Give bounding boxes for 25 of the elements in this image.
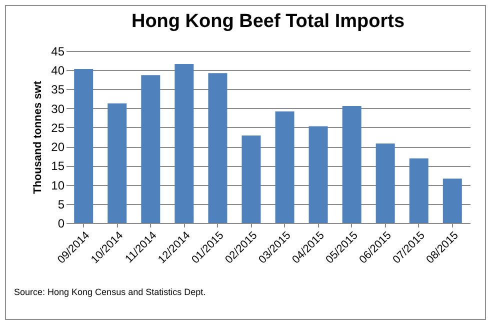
bar (208, 73, 228, 223)
y-axis-title: Thousand tonnes swt (32, 80, 44, 194)
y-tick-label: 15 (51, 159, 65, 174)
chart-title: Hong Kong Beef Total Imports (131, 11, 405, 32)
bar (74, 68, 94, 223)
y-tick-label: 45 (51, 44, 65, 58)
y-tick-label: 40 (51, 64, 65, 78)
y-tick-label: 5 (58, 197, 65, 212)
bar (174, 64, 194, 223)
bar (442, 178, 462, 223)
y-tick-label: 10 (51, 178, 65, 192)
bar (342, 106, 362, 223)
bar (275, 111, 294, 223)
y-tick-label: 30 (51, 102, 65, 116)
y-tick-label: 35 (51, 82, 65, 97)
source-note: Source: Hong Kong Census and Statistics Dept. (14, 287, 206, 297)
y-tick-label: 0 (58, 216, 65, 230)
y-tick-label: 25 (51, 120, 65, 135)
bar (242, 135, 261, 223)
bar (409, 158, 428, 223)
bar (308, 126, 328, 223)
bar (108, 103, 127, 223)
bar (376, 144, 395, 223)
y-tick-label: 20 (51, 140, 65, 154)
bar (141, 75, 160, 223)
